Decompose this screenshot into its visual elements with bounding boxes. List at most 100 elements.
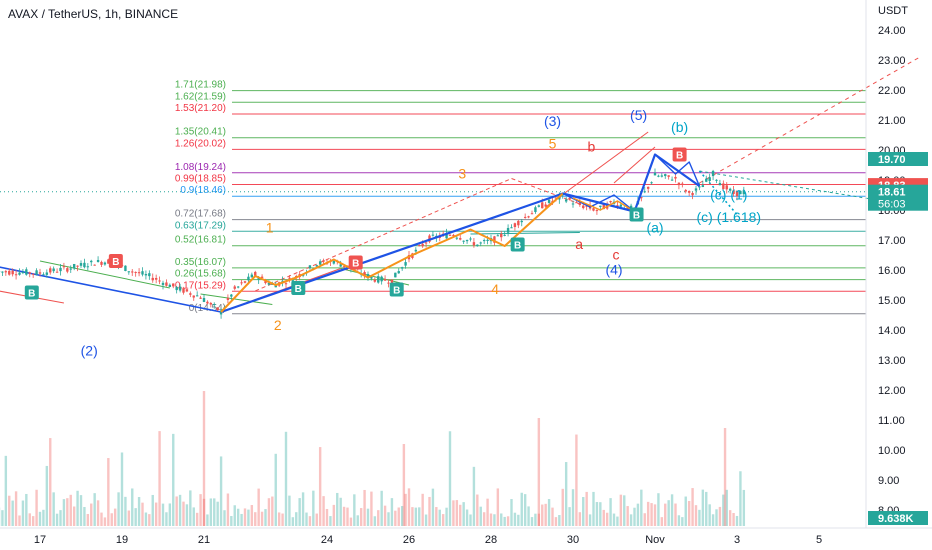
- volume-bar: [274, 453, 277, 526]
- volume-bar: [687, 501, 691, 526]
- volume-bar: [554, 517, 558, 526]
- volume-bar: [151, 494, 154, 526]
- candle-body: [664, 174, 667, 177]
- volume-bar: [674, 503, 677, 526]
- candle-body: [206, 301, 209, 304]
- candle-body: [124, 265, 127, 271]
- volume-bar: [732, 513, 735, 526]
- volume-bar: [247, 509, 250, 526]
- signal-marker[interactable]: B: [291, 281, 306, 295]
- volume-bar: [602, 509, 605, 526]
- price-badge-box: [868, 152, 928, 166]
- volume-bar: [723, 428, 727, 526]
- wave-label: b: [588, 139, 596, 155]
- candle-layer: [0, 168, 746, 319]
- signal-marker-box: [389, 282, 404, 297]
- volume-bar: [59, 510, 62, 526]
- signal-marker-label: B: [112, 257, 119, 268]
- volume-bar: [62, 499, 66, 526]
- candle-body: [59, 267, 62, 272]
- signal-marker[interactable]: B: [510, 237, 525, 252]
- volume-bar: [38, 511, 42, 526]
- candle-body: [240, 282, 243, 284]
- volume-bar: [141, 502, 144, 526]
- time-tick-label: 26: [403, 534, 415, 546]
- candle-body: [701, 185, 705, 188]
- candle-body: [735, 190, 739, 197]
- volume-bar: [90, 503, 93, 526]
- volume-bar: [407, 488, 411, 526]
- volume-bar: [506, 516, 510, 526]
- price-axis[interactable]: USDT24.0023.0022.0021.0020.0019.0018.001…: [865, 0, 908, 528]
- volume-bar: [612, 513, 616, 526]
- signal-marker[interactable]: B: [348, 255, 363, 270]
- signal-marker[interactable]: B: [108, 254, 123, 268]
- price-badge-countdown: 56:03: [878, 199, 906, 211]
- volume-bar: [42, 509, 45, 526]
- candle-body: [564, 199, 568, 202]
- volume-bar: [178, 494, 182, 526]
- signal-marker[interactable]: B: [629, 207, 644, 222]
- price-tick-label: 10.00: [878, 445, 906, 457]
- candle-body: [308, 265, 312, 269]
- candle-body: [86, 266, 90, 268]
- volume-bar: [301, 492, 305, 526]
- volume-bar: [213, 498, 216, 526]
- candle-body: [400, 267, 404, 269]
- candle-body: [711, 170, 715, 177]
- candle-body: [462, 240, 465, 242]
- volume-bar: [431, 488, 435, 526]
- candle-body: [677, 182, 681, 186]
- volume-bar: [236, 508, 240, 526]
- volume-bar: [158, 431, 161, 526]
- price-tick-label: 12.00: [878, 385, 906, 397]
- price-badge-value: 9.638K: [878, 513, 914, 525]
- price-badge-box: [868, 184, 928, 211]
- volume-bar: [534, 513, 537, 526]
- candle-body: [387, 282, 390, 284]
- candle-body: [728, 188, 732, 191]
- volume-layer: [0, 391, 746, 526]
- candle-body: [4, 271, 8, 273]
- volume-bar: [223, 510, 226, 526]
- signal-marker-label: B: [514, 241, 521, 252]
- wave-label: a: [575, 236, 583, 252]
- signal-marker[interactable]: B: [389, 282, 404, 297]
- volume-bar: [233, 505, 236, 526]
- price-badge-value: 19.70: [878, 154, 906, 166]
- volume-bar: [653, 504, 657, 526]
- fib-level-label: 1.53(21.20): [175, 103, 226, 114]
- candle-body: [684, 190, 687, 192]
- volume-bar: [117, 492, 120, 526]
- volume-bar: [325, 508, 329, 526]
- signal-marker[interactable]: B: [24, 285, 39, 300]
- candle-body: [339, 264, 342, 267]
- candle-body: [11, 270, 14, 275]
- volume-bar: [216, 501, 219, 526]
- fib-level-label: 1.26(20.02): [175, 138, 226, 149]
- candle-body: [373, 279, 377, 282]
- volume-bar: [380, 490, 383, 526]
- price-tick-label: 13.00: [878, 355, 906, 367]
- price-axis-unit: USDT: [878, 5, 908, 17]
- time-tick-label: 17: [34, 534, 46, 546]
- candle-body: [554, 197, 558, 199]
- time-axis[interactable]: 17 19 21 24 26 28 30 Nov 3 5: [0, 527, 932, 546]
- candle-body: [424, 242, 428, 244]
- volume-bar: [441, 514, 445, 526]
- candle-body: [148, 273, 151, 277]
- candle-body: [527, 216, 530, 218]
- volume-bar: [103, 517, 107, 526]
- volume-bar: [397, 507, 400, 526]
- volume-bar: [455, 500, 459, 526]
- candle-body: [722, 183, 725, 189]
- candle-body: [626, 206, 629, 210]
- candle-body: [161, 282, 165, 285]
- volume-bar: [346, 507, 349, 526]
- volume-bar: [79, 495, 83, 526]
- signal-marker[interactable]: B: [672, 147, 687, 162]
- signal-marker-label: B: [393, 286, 400, 297]
- candle-body: [202, 297, 206, 302]
- volume-bar: [705, 491, 708, 526]
